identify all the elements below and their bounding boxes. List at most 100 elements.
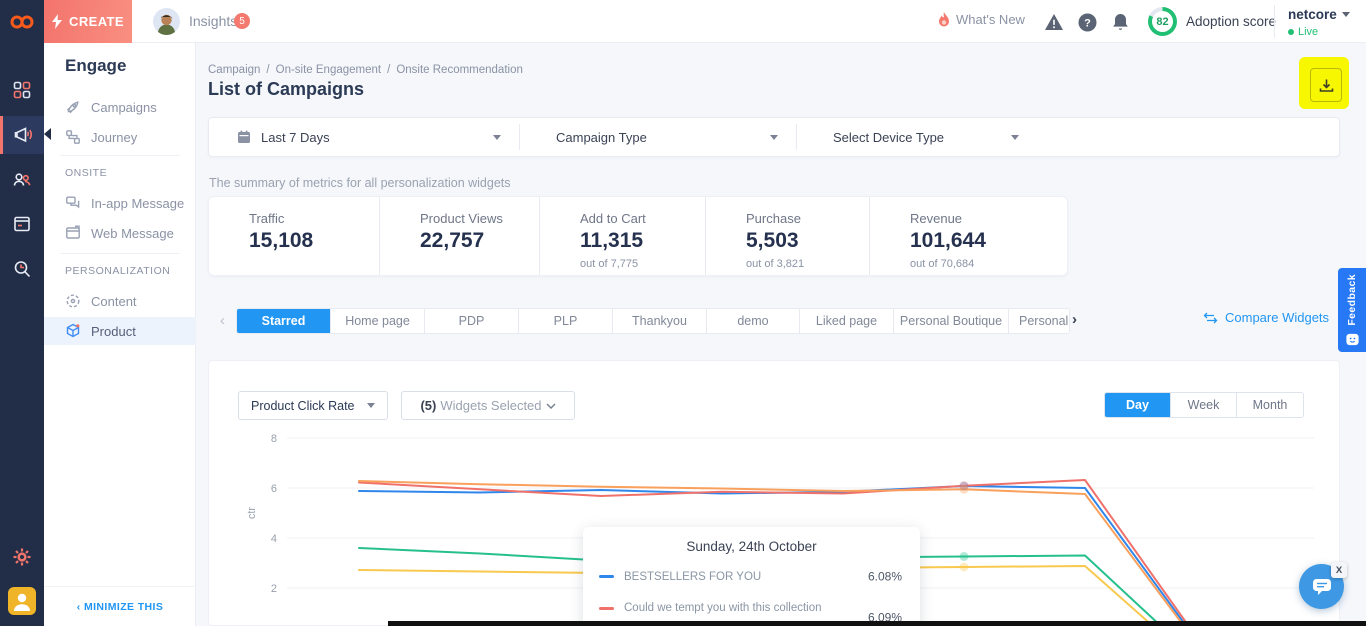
metric-subtext: out of 70,684: [910, 258, 975, 270]
browser-window-icon: [14, 216, 30, 232]
whats-new-link[interactable]: What's New: [938, 12, 1025, 27]
breadcrumb-onsite-engagement[interactable]: On-site Engagement: [275, 64, 382, 76]
help-icon[interactable]: ?: [1076, 11, 1098, 33]
rail-settings-item[interactable]: [0, 538, 44, 576]
create-button[interactable]: CREATE: [44, 0, 132, 43]
sidebar-item-label: Journey: [91, 129, 138, 145]
svg-text:?: ?: [1084, 17, 1091, 29]
chat-close-button[interactable]: X: [1331, 562, 1347, 578]
tabs-scroll-right[interactable]: ›: [1072, 311, 1077, 328]
rail-analytics-item[interactable]: [0, 250, 44, 288]
tab-pdp[interactable]: PDP: [425, 309, 519, 333]
adoption-score-ring[interactable]: 82: [1148, 7, 1177, 36]
granularity-day[interactable]: Day: [1105, 393, 1171, 417]
flame-icon: [939, 12, 949, 27]
sidebar-divider: [60, 155, 180, 156]
metric-value: 5,503: [746, 229, 799, 252]
journey-flow-icon: [66, 130, 80, 144]
compare-arrows-icon: [1203, 312, 1218, 323]
breadcrumb-onsite-recommendation[interactable]: Onsite Recommendation: [396, 64, 523, 76]
warning-triangle-icon: [1045, 14, 1063, 30]
sidebar-item-label: Product: [91, 323, 136, 339]
calendar-icon: [238, 130, 250, 143]
sidebar-item-label: Content: [91, 293, 137, 309]
breadcrumb-campaign[interactable]: Campaign: [208, 64, 261, 76]
rail-profile-avatar[interactable]: [8, 587, 36, 615]
tab-home-page[interactable]: Home page: [331, 309, 425, 333]
taskbar-edge: [388, 621, 1366, 626]
tooltip-date-title: Sunday, 24th October: [686, 539, 817, 554]
granularity-month[interactable]: Month: [1237, 393, 1303, 417]
insights-badge[interactable]: 5: [234, 13, 250, 29]
sidebar-item-inapp-message[interactable]: In-app Message: [44, 189, 196, 217]
avatar-image: [153, 8, 180, 35]
tab-liked-page[interactable]: Liked page: [800, 309, 894, 333]
compare-widgets-label: Compare Widgets: [1225, 310, 1330, 325]
live-dot: [1288, 29, 1294, 35]
sidebar-item-product[interactable]: Product: [44, 317, 196, 345]
download-icon: [1319, 79, 1333, 92]
smiley-icon: [1345, 333, 1359, 345]
whats-new-label: What's New: [956, 12, 1025, 27]
adoption-score-value: 82: [1156, 15, 1169, 28]
sidebar-item-journey[interactable]: Journey: [44, 123, 196, 151]
question-circle-icon: ?: [1078, 13, 1096, 31]
metric-value: 11,315: [580, 229, 644, 252]
granularity-week[interactable]: Week: [1171, 393, 1237, 417]
tab-plp[interactable]: PLP: [519, 309, 613, 333]
sidebar-item-web-message[interactable]: Web Message: [44, 219, 196, 247]
icon-rail: [0, 43, 44, 626]
user-avatar[interactable]: [153, 8, 180, 35]
feedback-tab[interactable]: Feedback: [1338, 268, 1366, 352]
sidebar-item-content[interactable]: Content: [44, 287, 196, 315]
chevron-down-icon: [367, 403, 375, 408]
breadcrumb-separator: /: [266, 64, 270, 76]
notifications-icon[interactable]: [1109, 11, 1131, 33]
sidebar-section-personalization: PERSONALIZATION: [65, 265, 171, 277]
tabs-scroll-left[interactable]: ‹: [220, 312, 225, 329]
active-rail-pointer: [44, 128, 51, 140]
content-target-icon: [66, 294, 80, 308]
metric-add-to-cart: Add to Cart 11,315 out of 7,775: [539, 197, 705, 275]
campaign-type-value: Campaign Type: [556, 129, 647, 145]
series-color-marker: [599, 606, 614, 610]
metric-label: Traffic: [249, 211, 285, 226]
minimize-sidebar-button[interactable]: ‹ MINIMIZE THIS: [44, 586, 196, 613]
tab-personal-boutique[interactable]: Personal Boutique: [894, 309, 1009, 333]
rail-webpush-item[interactable]: [0, 205, 44, 243]
lightning-icon: [52, 14, 63, 29]
account-menu[interactable]: netcore Live: [1288, 6, 1350, 38]
widgets-selected-dropdown[interactable]: (5) Widgets Selected: [401, 391, 575, 420]
rail-dashboard-item[interactable]: [0, 71, 44, 109]
series-color-marker: [599, 575, 614, 579]
campaign-type-select[interactable]: Campaign Type: [520, 118, 796, 156]
insights-label[interactable]: Insights: [189, 13, 238, 29]
chart-metric-select[interactable]: Product Click Rate: [238, 391, 388, 420]
rail-engage-item[interactable]: [0, 116, 44, 154]
metric-subtext: out of 3,821: [746, 258, 805, 270]
search-analytics-icon: [14, 261, 31, 278]
svg-text:6: 6: [271, 483, 277, 495]
sidebar-item-campaigns[interactable]: Campaigns: [44, 93, 196, 121]
netcore-logo[interactable]: [0, 0, 44, 43]
rail-audience-item[interactable]: [0, 161, 44, 199]
download-button[interactable]: [1310, 68, 1342, 102]
device-type-select[interactable]: Select Device Type: [797, 118, 1037, 156]
sidebar-item-label: Campaigns: [91, 99, 157, 115]
tab-demo[interactable]: demo: [707, 309, 800, 333]
topbar-divider: [1274, 5, 1275, 38]
alerts-icon[interactable]: [1043, 11, 1065, 33]
svg-text:4: 4: [271, 533, 277, 545]
chat-bubbles-icon: [66, 196, 80, 209]
metric-value: 22,757: [420, 229, 485, 252]
tab-personal-truncated[interactable]: Personal: [1009, 309, 1069, 333]
tab-thankyou[interactable]: Thankyou: [613, 309, 707, 333]
svg-text:8: 8: [271, 433, 277, 445]
compare-widgets-link[interactable]: Compare Widgets: [1203, 310, 1329, 325]
metric-label: Add to Cart: [580, 211, 646, 226]
filter-bar: Last 7 Days Campaign Type Select Device …: [208, 117, 1340, 157]
product-cube-icon: [66, 323, 80, 338]
date-range-select[interactable]: Last 7 Days: [209, 118, 519, 156]
tab-starred[interactable]: Starred: [237, 309, 331, 333]
